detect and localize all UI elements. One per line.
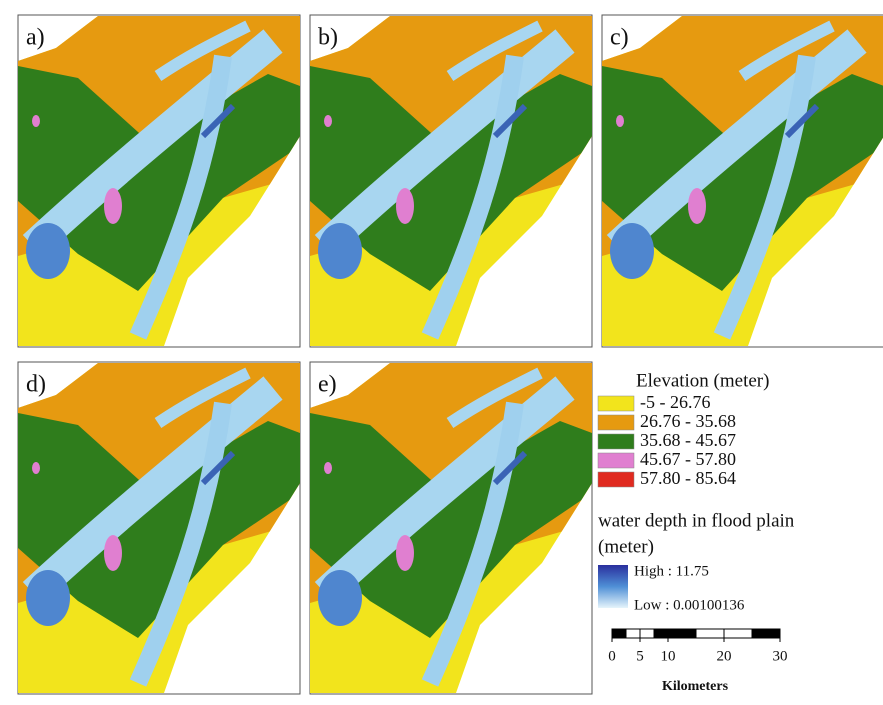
scale-tick-label: 10 — [661, 648, 676, 664]
legend-label: 57.80 - 85.64 — [640, 468, 736, 488]
scale-segment — [640, 629, 654, 638]
panel-label: e) — [318, 372, 337, 398]
high-label: High : 11.75 — [634, 563, 709, 579]
panel-label: b) — [318, 25, 338, 51]
low-label: Low : 0.00100136 — [634, 597, 745, 613]
legend-label: -5 - 26.76 — [640, 392, 711, 412]
scale-tick-label: 30 — [773, 648, 788, 664]
scale-tick-label: 0 — [608, 648, 616, 664]
map-panel: d) — [18, 362, 300, 694]
panel-label: a) — [26, 25, 45, 51]
map-panel: e) — [310, 362, 592, 694]
legend-swatch — [598, 453, 634, 468]
scale-segment — [696, 629, 724, 638]
legend-swatch — [598, 396, 634, 411]
legend-label: 26.76 - 35.68 — [640, 411, 736, 431]
panel-label: d) — [26, 372, 46, 398]
figure: a) b) c) d) e) Elevation (meter) water depth… — [0, 0, 883, 700]
scale-segment — [612, 629, 626, 638]
scale-tick-label: 20 — [717, 648, 732, 664]
scale-unit: Kilometers — [662, 679, 729, 694]
map-panel: a) — [18, 15, 300, 347]
legend: Elevation (meter) water depth in flood p… — [598, 370, 795, 694]
map-panel: b) — [310, 15, 592, 347]
water-unit: (meter) — [598, 536, 654, 557]
legend-swatch — [598, 472, 634, 487]
legend-title: Elevation (meter) — [636, 370, 769, 391]
scale-segment — [626, 629, 640, 638]
legend-label: 45.67 - 57.80 — [640, 449, 736, 469]
scale-segment — [654, 629, 668, 638]
panel-label: c) — [610, 25, 629, 51]
legend-label: 35.68 - 45.67 — [640, 430, 736, 450]
legend-swatch — [598, 434, 634, 449]
map-panel: c) — [602, 15, 883, 347]
depth-ramp — [598, 565, 628, 608]
legend-swatch — [598, 415, 634, 430]
scale-tick-label: 5 — [636, 648, 644, 664]
scale-segment — [724, 629, 752, 638]
scale-segment — [668, 629, 696, 638]
water-title: water depth in flood plain — [598, 510, 795, 531]
scale-segment — [752, 629, 780, 638]
map-panels: a) b) c) d) e) — [18, 15, 883, 694]
